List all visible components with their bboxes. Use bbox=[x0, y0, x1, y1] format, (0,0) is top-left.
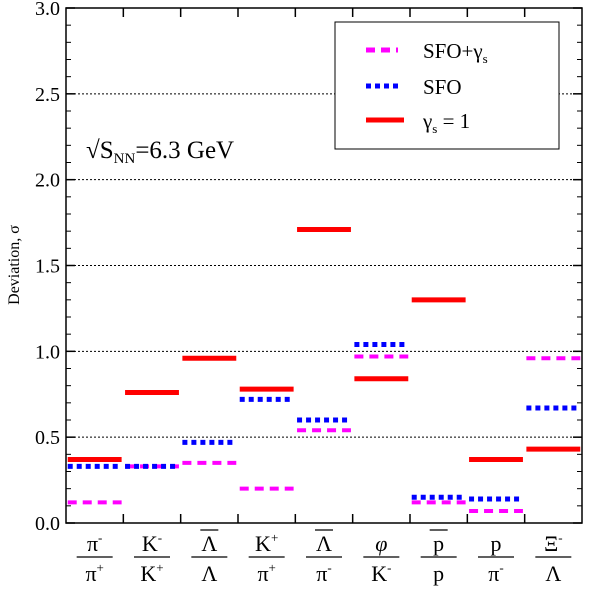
category-numerator: Λ bbox=[201, 531, 217, 556]
category-numerator-base: p bbox=[433, 531, 444, 556]
x-category-label: Ξ- Λ bbox=[535, 530, 572, 586]
energy-base: S bbox=[100, 137, 114, 164]
legend-gammas-1-sub: s bbox=[432, 121, 437, 136]
x-category-label: K-K+ bbox=[134, 530, 170, 586]
category-numerator: φ bbox=[375, 531, 387, 556]
data-marks bbox=[67, 226, 581, 513]
y-tick-label: 3.0 bbox=[35, 0, 60, 20]
category-numerator-base: φ bbox=[375, 531, 387, 556]
category-denominator: K+ bbox=[140, 560, 163, 586]
category-denominator: Λ bbox=[201, 561, 217, 586]
category-numerator-base: K bbox=[142, 531, 158, 556]
category-denominator-base: π bbox=[316, 561, 327, 586]
category-denominator-sup: + bbox=[97, 560, 104, 575]
y-tick-label: 2.5 bbox=[35, 84, 60, 106]
x-category-label: φK- bbox=[363, 531, 400, 586]
legend-label-gammas-1: γs = 1 bbox=[422, 109, 470, 136]
sqrt-sign: √ bbox=[86, 137, 100, 164]
category-numerator-sup: + bbox=[271, 530, 278, 545]
category-denominator-sup: - bbox=[387, 560, 391, 575]
category-denominator-base: π bbox=[257, 561, 268, 586]
category-denominator-base: π bbox=[85, 561, 96, 586]
x-category-label: pp bbox=[420, 529, 457, 586]
category-numerator: Ξ- bbox=[544, 530, 563, 556]
category-denominator: p bbox=[433, 561, 444, 586]
x-category-label: ΛΛ bbox=[191, 529, 228, 586]
category-numerator-base: Λ bbox=[316, 531, 332, 556]
category-numerator-sup: - bbox=[98, 530, 102, 545]
grid-lines bbox=[66, 93, 582, 438]
category-numerator: K+ bbox=[255, 530, 278, 556]
category-numerator-sup: - bbox=[158, 530, 162, 545]
category-numerator-base: π bbox=[87, 531, 98, 556]
category-numerator-base: p bbox=[491, 531, 502, 556]
category-numerator-base: K bbox=[255, 531, 271, 556]
category-denominator-base: π bbox=[488, 561, 499, 586]
energy-value: =6.3 GeV bbox=[135, 137, 234, 164]
category-denominator: π+ bbox=[257, 560, 275, 586]
category-denominator-base: K bbox=[140, 561, 156, 586]
category-denominator-base: Λ bbox=[545, 561, 561, 586]
category-denominator: π+ bbox=[85, 560, 103, 586]
category-denominator-sup: + bbox=[269, 560, 276, 575]
category-denominator-sup: - bbox=[499, 560, 503, 575]
category-numerator: K- bbox=[142, 530, 162, 556]
x-category-label: π-π+ bbox=[76, 530, 113, 586]
category-numerator-base: Ξ bbox=[544, 531, 558, 556]
legend-sfo-gammas-base: SFO+γ bbox=[423, 39, 483, 63]
legend: SFO+γs SFO γs = 1 bbox=[334, 21, 560, 150]
category-denominator-base: Λ bbox=[201, 561, 217, 586]
category-denominator-base: p bbox=[433, 561, 444, 586]
y-tick-label: 0.5 bbox=[35, 427, 60, 449]
energy-annotation: √SNN=6.3 GeV bbox=[86, 137, 234, 167]
energy-subscript: NN bbox=[114, 151, 136, 167]
category-numerator: p bbox=[491, 531, 502, 556]
category-denominator: K- bbox=[371, 560, 391, 586]
y-axis-label: Deviation, σ bbox=[6, 225, 23, 305]
x-category-label: pπ- bbox=[478, 531, 514, 586]
category-numerator: π- bbox=[87, 530, 102, 556]
category-numerator-base: Λ bbox=[201, 531, 217, 556]
category-denominator: π- bbox=[488, 560, 503, 586]
legend-box bbox=[334, 21, 560, 150]
legend-gammas-1-rest: = 1 bbox=[437, 109, 470, 133]
y-tick-label: 1.0 bbox=[35, 341, 60, 363]
category-denominator-sup: - bbox=[327, 560, 331, 575]
category-denominator-base: K bbox=[371, 561, 387, 586]
category-denominator: Λ bbox=[545, 561, 561, 586]
category-numerator: p bbox=[433, 531, 444, 556]
legend-sfo-gammas-sub: s bbox=[483, 51, 488, 66]
x-category-label: Λπ- bbox=[306, 529, 342, 586]
category-numerator-sup: - bbox=[558, 530, 562, 545]
category-denominator: π- bbox=[316, 560, 331, 586]
category-denominator-sup: + bbox=[156, 560, 163, 575]
legend-label-sfo: SFO bbox=[423, 75, 462, 99]
y-tick-label: 1.5 bbox=[35, 256, 60, 278]
category-numerator: Λ bbox=[316, 531, 332, 556]
x-category-label: K+π+ bbox=[248, 530, 285, 586]
legend-label-sfo-gammas: SFO+γs bbox=[423, 39, 488, 66]
y-tick-label: 0.0 bbox=[35, 513, 60, 535]
legend-gammas-1-base: γ bbox=[422, 109, 432, 133]
y-axis: 0.0 0.5 1.0 1.5 2.0 2.5 3.0 bbox=[35, 0, 582, 535]
y-tick-label: 2.0 bbox=[35, 170, 60, 192]
